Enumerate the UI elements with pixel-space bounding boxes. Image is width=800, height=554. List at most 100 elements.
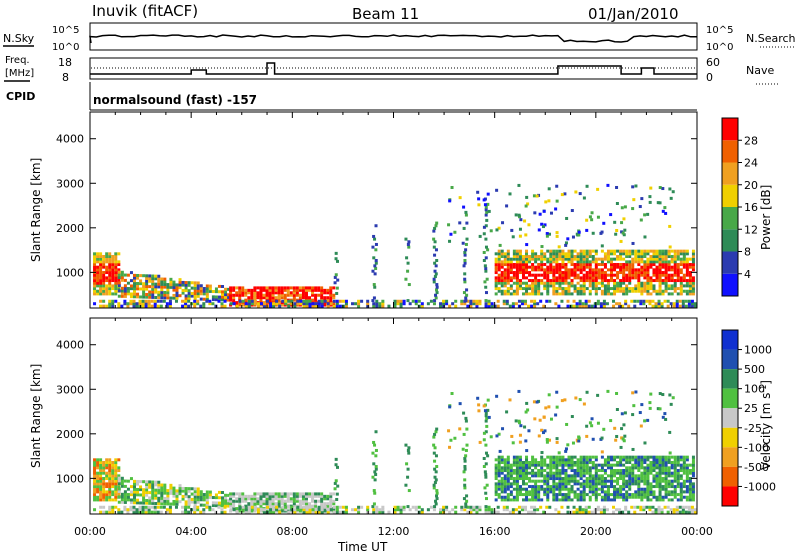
power-cell (227, 293, 231, 297)
velocity-cell (181, 489, 185, 493)
power-cell (111, 302, 115, 306)
power-cell (108, 263, 112, 267)
velocity-cell (434, 499, 438, 503)
power-cell (211, 295, 215, 299)
velocity-cell (649, 482, 653, 486)
velocity-cell (646, 455, 650, 459)
power-cell (139, 279, 143, 283)
power-cell (96, 284, 100, 288)
power-cell (543, 281, 547, 285)
power-cell (148, 293, 152, 297)
velocity-cell (485, 483, 489, 487)
nsky-panel (89, 22, 698, 51)
power-cell (99, 289, 103, 293)
power-cell (434, 293, 438, 297)
power-cell (628, 289, 632, 293)
velocity-cell (619, 485, 623, 489)
velocity-cell (184, 492, 188, 496)
power-cell (500, 273, 504, 277)
velocity-cell (537, 493, 541, 497)
power-cell (554, 207, 558, 211)
power-cell (132, 292, 136, 296)
power-cell (570, 281, 574, 285)
velocity-cell (555, 485, 559, 489)
velocity-cell (658, 466, 662, 470)
power-cell (238, 288, 242, 292)
velocity-cell (570, 474, 574, 478)
velocity-cell (658, 493, 662, 497)
power-cell (329, 293, 333, 297)
power-cell (478, 302, 482, 306)
velocity-cell (433, 475, 437, 479)
velocity-cell (540, 463, 544, 467)
power-cell (628, 254, 632, 258)
velocity-colorbar-tick-label: -500 (744, 461, 769, 474)
power-cell (673, 281, 677, 285)
velocity-cell (646, 490, 650, 494)
power-cell (546, 268, 550, 272)
power-cell (482, 232, 486, 236)
velocity-cell (631, 458, 635, 462)
power-cell (151, 287, 155, 291)
velocity-cell (590, 417, 594, 421)
velocity-cell (211, 504, 215, 508)
velocity-cell (622, 482, 626, 486)
power-cell (664, 289, 668, 293)
velocity-cell (406, 505, 410, 509)
velocity-cell (540, 428, 544, 432)
velocity-cell (156, 505, 160, 509)
velocity-cell (304, 502, 308, 506)
power-cell (160, 282, 164, 286)
velocity-cell (646, 469, 650, 473)
velocity-cell (494, 485, 498, 489)
velocity-cell (515, 482, 519, 486)
power-cell (588, 281, 592, 285)
power-cell (679, 276, 683, 280)
power-cell (229, 296, 233, 300)
power-cell (584, 302, 588, 306)
power-cell (275, 299, 279, 303)
velocity-cell (593, 510, 597, 514)
velocity-cell (132, 490, 136, 494)
power-cell (637, 252, 641, 256)
velocity-cell (652, 469, 656, 473)
velocity-cell (482, 438, 486, 442)
power-cell (205, 292, 209, 296)
velocity-cell (142, 490, 146, 494)
power-cell (497, 249, 501, 253)
power-cell (172, 293, 176, 297)
velocity-cell (505, 508, 509, 512)
velocity-cell (518, 490, 522, 494)
power-cell (555, 289, 559, 293)
velocity-cell (497, 474, 501, 478)
velocity-cell (490, 508, 494, 512)
power-cell (555, 252, 559, 256)
velocity-cell (582, 485, 586, 489)
power-cell (373, 264, 377, 268)
velocity-cell (445, 508, 449, 512)
velocity-cell (582, 493, 586, 497)
power-cell (603, 257, 607, 261)
power-cell (591, 281, 595, 285)
velocity-cell (582, 466, 586, 470)
velocity-cell (372, 510, 376, 514)
power-cell (591, 254, 595, 258)
velocity-cell (138, 508, 142, 512)
velocity-cell (326, 504, 330, 508)
velocity-cell (600, 466, 604, 470)
velocity-cell (603, 471, 607, 475)
power-cell (625, 287, 629, 291)
velocity-cell (576, 498, 580, 502)
velocity-cell (691, 455, 695, 459)
velocity-cell (489, 435, 493, 439)
power-cell (512, 252, 516, 256)
power-cell (567, 292, 571, 296)
velocity-cell (159, 510, 163, 514)
power-cell (469, 304, 473, 308)
power-cell (664, 263, 668, 267)
power-cell (625, 279, 629, 283)
power-cell (123, 294, 127, 298)
power-cell (552, 292, 556, 296)
power-cell (625, 260, 629, 264)
velocity-cell (667, 474, 671, 478)
